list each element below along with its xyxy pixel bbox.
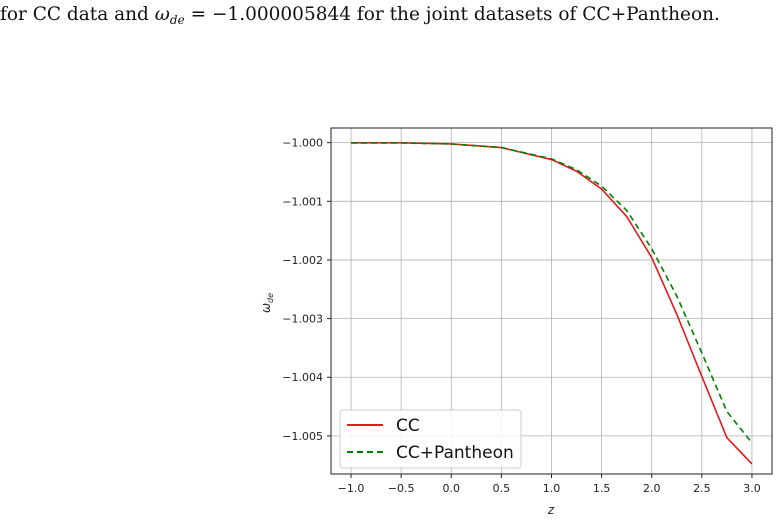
x-tick-label: 2.0 xyxy=(643,482,661,495)
y-tick-label: −1.000 xyxy=(282,137,323,150)
x-tick-label: 2.5 xyxy=(693,482,711,495)
y-axis-label: ωde xyxy=(259,293,275,313)
text-before: for CC data and xyxy=(0,4,155,25)
x-tick-label: −1.0 xyxy=(338,482,365,495)
x-tick-label: 1.0 xyxy=(543,482,561,495)
grid xyxy=(331,128,772,474)
y-tick-label: −1.002 xyxy=(282,254,323,267)
legend: CC CC+Pantheon xyxy=(339,409,522,469)
x-tick-label: −0.5 xyxy=(388,482,415,495)
series-layer xyxy=(351,142,753,465)
omega-subscript: de xyxy=(169,13,185,27)
omega-symbol: ω xyxy=(154,4,170,25)
y-tick-label: −1.001 xyxy=(282,195,323,208)
x-tick-label: 1.5 xyxy=(593,482,611,495)
legend-label-cc: CC xyxy=(396,416,420,436)
y-tick-label: −1.003 xyxy=(282,313,323,326)
y-axis-label-subscript: de xyxy=(266,293,275,303)
x-tick-label: 3.0 xyxy=(743,482,761,495)
x-axis-label: z xyxy=(547,503,555,517)
series-line-cc-pantheon xyxy=(351,142,753,444)
x-tick-label: 0.0 xyxy=(443,482,461,495)
legend-box xyxy=(339,409,522,469)
y-axis-label-main: ω xyxy=(259,303,273,313)
x-tick-label: 0.5 xyxy=(493,482,511,495)
y-tick-label: −1.004 xyxy=(282,371,323,384)
text-equals: = −1.000005844 for the joint datasets of… xyxy=(184,4,720,25)
paper-text-line: for CC data and ωde = −1.000005844 for t… xyxy=(0,4,778,27)
legend-label-cc-pantheon: CC+Pantheon xyxy=(396,443,514,463)
ticks: −1.0 −0.5 0.0 0.5 1.0 1.5 2.0 2.5 3.0 −1.000 −1.00… xyxy=(282,137,760,495)
y-tick-label: −1.005 xyxy=(282,430,323,443)
